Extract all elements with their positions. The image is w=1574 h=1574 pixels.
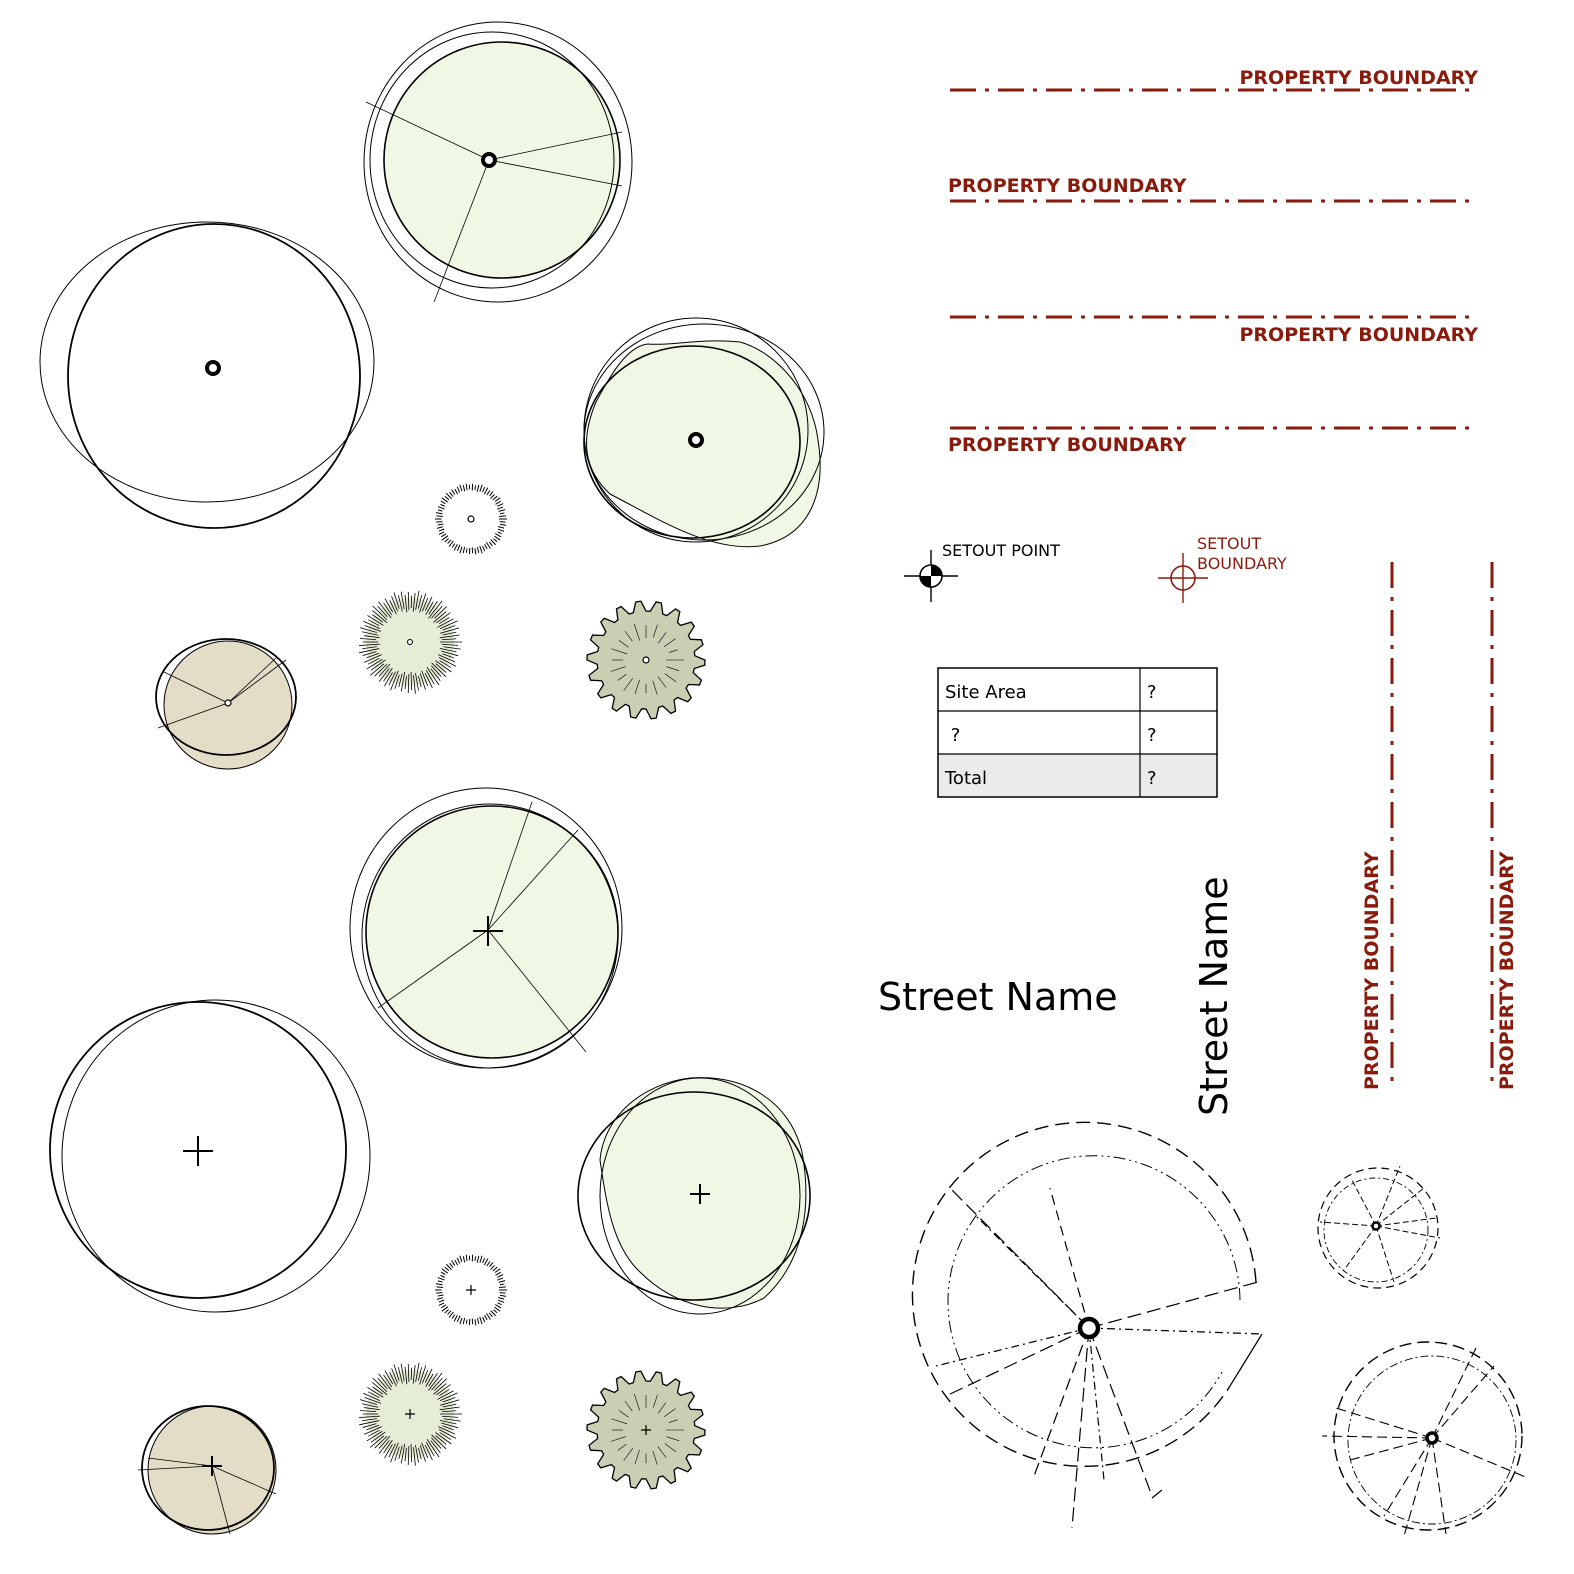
site-area-table: Site Area ? ? ? Total ? [937,667,1218,798]
setout-boundary-label-line1: SETOUT [1197,534,1261,553]
tree-symbol-large-outline [39,221,375,529]
property-boundary-label: PROPERTY BOUNDARY [948,175,1187,197]
property-boundary-line: PROPERTY BOUNDARY [950,315,1478,346]
street-name-vertical: Street Name [1192,876,1236,1116]
tree-symbols-bottom-set [49,787,811,1535]
tree-symbol-irregular-canopy [583,317,825,548]
tree-symbol-dashed-medium [1321,1341,1529,1537]
property-boundary-line: PROPERTY BOUNDARY [948,426,1478,456]
tree-symbol-irregular-canopy [577,1077,811,1315]
property-boundary-lines: PROPERTY BOUNDARY PROPERTY BOUNDARY PROP… [948,67,1518,1090]
property-boundary-line: PROPERTY BOUNDARY [948,175,1478,203]
property-boundary-label: PROPERTY BOUNDARY [948,434,1187,456]
table-row-value: ? [1147,768,1157,789]
property-boundary-label: PROPERTY BOUNDARY [1361,851,1383,1090]
ring-marker-icon [481,152,497,168]
ring-marker-icon [1077,1316,1101,1340]
shrub-symbol-hatched [435,1254,507,1326]
property-boundary-label: PROPERTY BOUNDARY [1239,67,1478,89]
property-boundary-line-vertical: PROPERTY BOUNDARY [1361,562,1394,1090]
ring-marker-icon [1371,1221,1381,1231]
tree-symbol-large-canopy [349,787,623,1069]
tree-symbol-cog [586,1370,706,1490]
cross-marker-icon [641,1425,651,1435]
tree-symbol-tan-canopy [155,638,297,770]
setout-point-label: SETOUT POINT [942,541,1060,560]
setout-point-icon [920,565,942,587]
cross-marker-icon [183,1136,213,1166]
cross-marker-icon [202,1456,222,1476]
cross-marker-icon [405,1409,415,1419]
table-row-value: ? [1147,682,1157,703]
table-row-label: Total [944,768,987,789]
table-row-value: ? [1147,725,1157,746]
property-boundary-line: PROPERTY BOUNDARY [950,67,1478,92]
cross-marker-icon [473,916,503,946]
shrub-symbol-spiky [359,590,462,694]
tree-symbol-tan-canopy [137,1405,277,1535]
tree-symbols-top-set [39,21,825,770]
ring-marker-icon [688,432,704,448]
tree-symbol-dashed-large [911,1121,1263,1529]
tree-symbol-cog [586,600,706,720]
shrub-symbol-hatched [435,483,507,555]
setout-boundary-icon [1170,565,1196,591]
setout-boundary-symbol: SETOUT BOUNDARY [1158,534,1287,603]
tree-symbol-large-outline [49,999,371,1313]
table-row-label: ? [945,725,960,746]
property-boundary-line-vertical: PROPERTY BOUNDARY [1490,562,1518,1090]
cross-marker-icon [690,1184,710,1204]
ring-marker-icon [205,360,221,376]
tree-symbol-large-canopy [363,21,633,303]
setout-point-symbol: SETOUT POINT [904,541,1060,602]
table-row-label: Site Area [945,682,1027,703]
property-boundary-label: PROPERTY BOUNDARY [1496,851,1518,1090]
property-boundary-label: PROPERTY BOUNDARY [1239,324,1478,346]
shrub-symbol-spiky [359,1362,462,1466]
street-name-horizontal: Street Name [878,975,1118,1019]
setout-boundary-label-line2: BOUNDARY [1197,554,1287,573]
tree-symbol-dashed-small [1317,1165,1441,1289]
ring-marker-icon [1425,1431,1439,1445]
cross-marker-icon [466,1285,476,1295]
